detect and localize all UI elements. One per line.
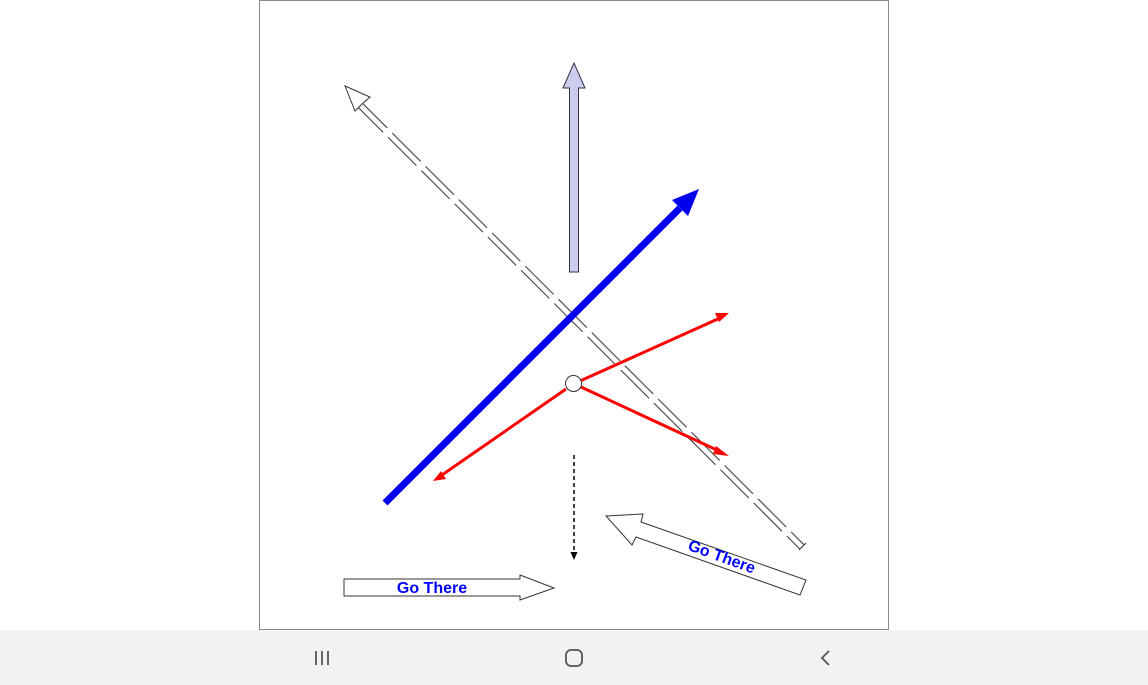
recent-apps-icon <box>315 650 329 665</box>
diagram-canvas: Go There Go There <box>259 0 889 630</box>
lavender-up-arrow <box>562 61 586 273</box>
red-arrow-upper-right <box>579 316 721 383</box>
red-arrows <box>433 313 729 481</box>
system-navigation-bar <box>0 630 1148 685</box>
recent-apps-button[interactable] <box>292 630 352 685</box>
go-there-horizontal-label: Go There <box>397 580 467 597</box>
blue-thick-arrow <box>382 189 699 506</box>
arrow-diagram: Go There Go There <box>259 0 889 630</box>
back-button[interactable] <box>796 630 856 685</box>
hub-circle <box>565 375 582 392</box>
dashed-hollow-arrow <box>344 85 807 551</box>
red-arrow-lower-left <box>441 387 567 477</box>
back-icon <box>820 649 830 666</box>
home-button[interactable] <box>544 630 604 685</box>
dotted-down-arrow <box>570 455 578 560</box>
red-arrow-lower-right <box>580 385 720 453</box>
go-there-horizontal-arrow: Go There <box>343 574 556 601</box>
home-icon <box>565 648 583 667</box>
